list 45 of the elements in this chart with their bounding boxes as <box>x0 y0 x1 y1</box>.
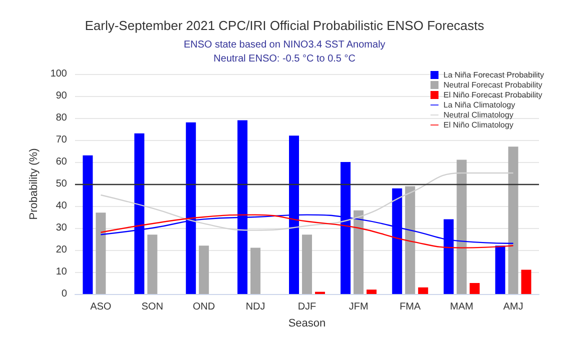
bar <box>521 270 532 294</box>
bar <box>96 212 106 294</box>
bar <box>405 186 416 294</box>
bar <box>147 234 158 294</box>
x-tick-label: FMA <box>400 302 421 312</box>
y-tick-label: 10 <box>56 266 68 278</box>
x-tick-label: OND <box>192 302 216 312</box>
y-tick-label: 20 <box>56 244 68 256</box>
legend-label: El Niño Climatology <box>444 120 514 130</box>
legend-label: La Niña Climatology <box>444 100 516 110</box>
bar <box>470 283 480 294</box>
x-tick-label: ASO <box>90 302 112 312</box>
legend-label: Neutral Climatology <box>444 110 514 120</box>
y-tick-label: 60 <box>56 156 68 168</box>
legend-label: Neutral Forecast Probability <box>444 80 542 90</box>
bar <box>354 210 364 294</box>
bar <box>456 160 467 294</box>
x-tick-label: AMJ <box>503 302 524 312</box>
bar <box>508 146 518 294</box>
y-tick-label: 50 <box>56 178 68 190</box>
x-tick-label: DJF <box>298 302 316 312</box>
x-tick-label: NDJ <box>246 302 266 312</box>
bar <box>198 246 209 294</box>
line-series <box>100 172 514 231</box>
y-axis-title: Probability (%) <box>28 148 40 220</box>
y-tick-label: 30 <box>56 222 68 234</box>
bar <box>418 287 428 294</box>
y-tick-label: 90 <box>56 90 68 102</box>
bar <box>250 248 260 294</box>
chart-title: Early-September 2021 CPC/IRI Official Probabilistic ENSO Forecasts <box>84 18 485 33</box>
x-tick-label: MAM <box>450 302 474 312</box>
legend-label: El Niño Forecast Probability <box>444 90 542 100</box>
legend-label: La Niña Forecast Probability <box>444 70 544 80</box>
bar <box>82 155 93 294</box>
y-tick-label: 70 <box>56 134 68 146</box>
x-axis-title: Season <box>288 318 326 330</box>
chart-subtitle: ENSO state based on NINO3.4 SST Anomaly Neutral ENSO: -0.5 °C to 0.5 °C <box>184 40 386 64</box>
y-tick-label: 100 <box>50 68 68 80</box>
x-tick-label: JFM <box>348 302 368 312</box>
bar <box>302 234 312 294</box>
y-tick-label: 40 <box>56 200 68 212</box>
x-tick-label: SON <box>141 302 164 312</box>
y-tick-label: 80 <box>56 112 68 124</box>
bar <box>366 290 377 294</box>
y-tick-label: 0 <box>61 288 68 300</box>
